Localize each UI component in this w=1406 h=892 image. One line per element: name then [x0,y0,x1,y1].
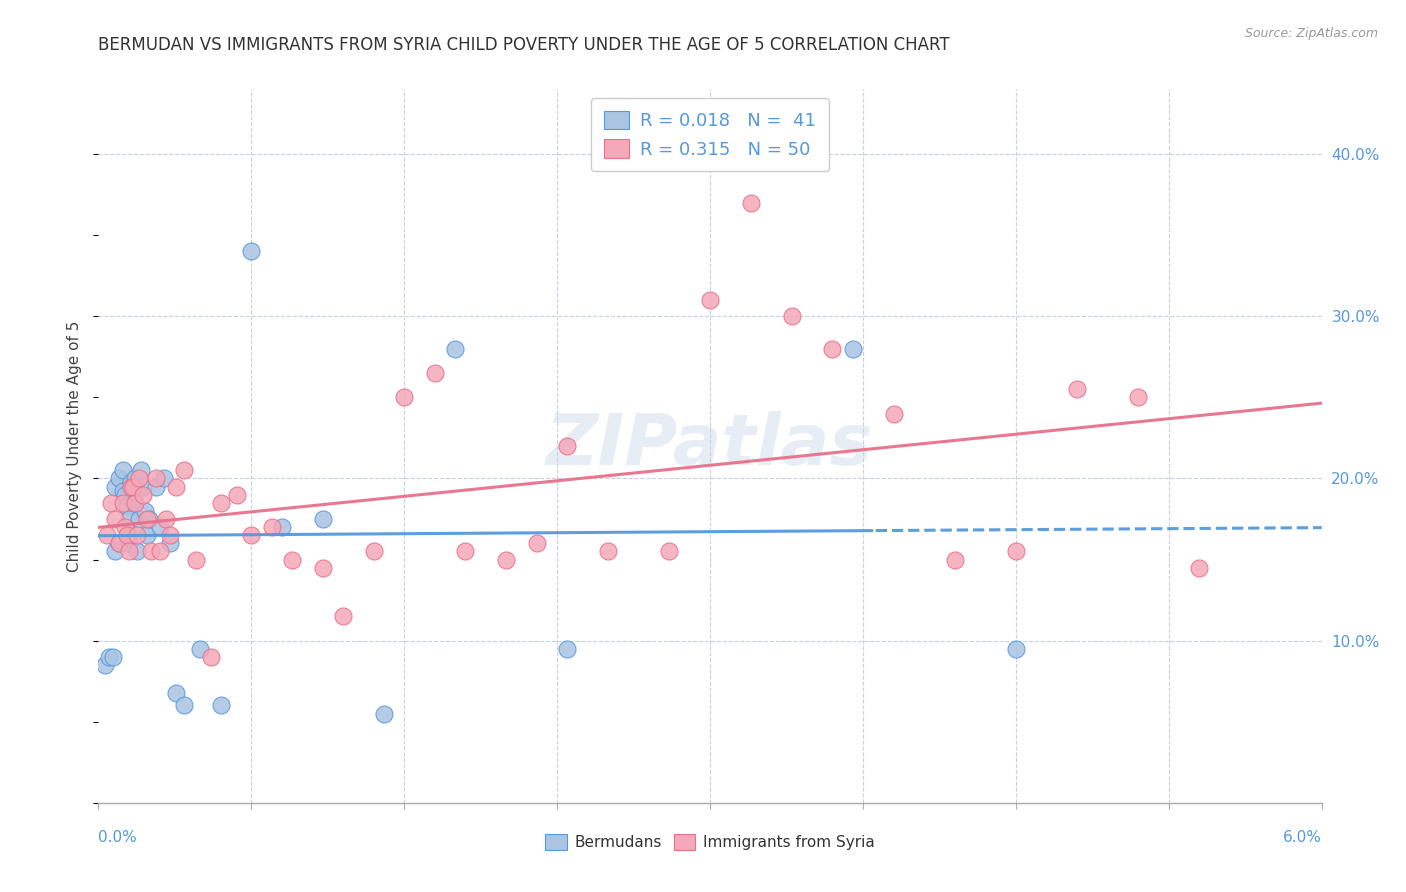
Point [173,463,195,477]
Point [93,657,115,672]
Point [120,479,142,493]
Point [108,471,131,485]
Point [104,544,127,558]
Point [114,520,136,534]
Point [188,641,212,656]
Text: Source: ZipAtlas.com: Source: ZipAtlas.com [1244,27,1378,40]
Y-axis label: Child Poverty Under the Age of 5: Child Poverty Under the Age of 5 [67,320,83,572]
Point [260,520,283,534]
Point [111,496,134,510]
Point [699,293,721,307]
Point [114,488,136,502]
Point [495,552,517,566]
Point [226,488,249,502]
Point [159,536,181,550]
Text: ZIPatlas: ZIPatlas [547,411,873,481]
Point [200,649,222,664]
Point [149,520,172,534]
Point [111,484,134,499]
Point [127,544,149,558]
Point [311,512,335,526]
Point [281,552,304,566]
Text: 6.0%: 6.0% [1282,830,1322,845]
Point [270,520,292,534]
Point [159,528,181,542]
Point [555,439,579,453]
Point [658,544,681,558]
Point [122,479,145,493]
Point [209,698,232,713]
Point [145,471,167,485]
Point [122,479,145,493]
Point [132,488,155,502]
Point [115,499,138,513]
Point [97,649,120,664]
Point [136,528,159,542]
Point [392,390,416,404]
Point [332,609,354,624]
Point [454,544,477,558]
Point [128,512,150,526]
Point [132,479,155,493]
Point [101,649,124,664]
Point [111,463,134,477]
Point [444,342,467,356]
Point [115,528,138,542]
Point [883,407,905,421]
Point [1004,544,1026,558]
Point [128,471,150,485]
Point [373,706,395,721]
Point [104,479,127,493]
Point [124,496,146,510]
Text: 0.0%: 0.0% [98,830,138,845]
Point [1004,641,1026,656]
Point [118,544,141,558]
Point [149,544,172,558]
Point [821,342,844,356]
Point [96,528,118,542]
Point [209,496,232,510]
Point [598,544,620,558]
Point [165,479,187,493]
Point [127,528,149,542]
Point [841,342,863,356]
Point [311,560,335,574]
Point [780,310,803,324]
Point [108,536,131,550]
Point [740,195,762,210]
Point [136,512,159,526]
Point [186,552,208,566]
Point [124,496,146,510]
Point [118,512,141,526]
Point [104,512,127,526]
Point [108,536,131,550]
Text: BERMUDAN VS IMMIGRANTS FROM SYRIA CHILD POVERTY UNDER THE AGE OF 5 CORRELATION C: BERMUDAN VS IMMIGRANTS FROM SYRIA CHILD … [98,36,950,54]
Point [138,512,160,526]
Point [423,366,446,380]
Point [1066,382,1088,396]
Point [141,544,163,558]
Point [134,504,156,518]
Point [1128,390,1150,404]
Point [120,475,142,489]
Point [152,471,174,485]
Point [240,528,263,542]
Point [526,536,548,550]
Point [165,685,187,699]
Point [145,479,167,493]
Point [155,512,177,526]
Point [1188,560,1211,574]
Point [555,641,579,656]
Point [100,496,122,510]
Point [118,536,141,550]
Point [124,471,146,485]
Point [363,544,385,558]
Point [118,528,141,542]
Point [240,244,263,259]
Point [173,698,195,713]
Legend: Bermudans, Immigrants from Syria: Bermudans, Immigrants from Syria [536,825,884,859]
Point [129,463,152,477]
Point [943,552,966,566]
